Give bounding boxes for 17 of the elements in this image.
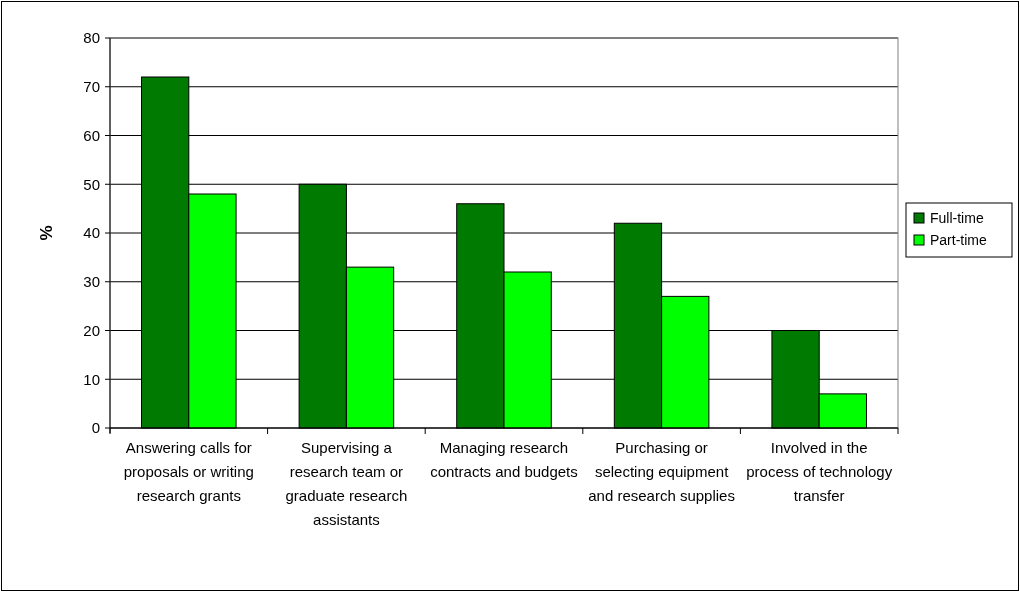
legend-label: Full-time	[930, 209, 984, 226]
y-tick-label: 60	[83, 126, 100, 144]
y-tick-label: 40	[83, 224, 100, 242]
y-tick-label: 10	[83, 370, 100, 388]
legend-label: Part-time	[930, 231, 987, 248]
y-tick-label: 0	[91, 419, 100, 437]
y-axis-title: %	[37, 225, 56, 241]
x-tick-label: Involved in the process of technology transfer	[746, 439, 893, 504]
y-tick-label: 70	[83, 78, 100, 95]
y-tick-label: 50	[83, 175, 100, 193]
y-tick-label: 80	[83, 29, 100, 47]
y-tick-label: 20	[83, 321, 100, 339]
x-tick-label: Answering calls for proposals or writing research grants	[123, 439, 254, 504]
y-tick-label: 30	[83, 273, 100, 290]
x-tick-label: Purchasing or selecting equipment and research supplies	[588, 439, 735, 504]
x-tick-label: Supervising a research team or graduate research assistants	[285, 439, 408, 528]
x-tick-label: Managing research contracts and budgets	[430, 439, 578, 480]
